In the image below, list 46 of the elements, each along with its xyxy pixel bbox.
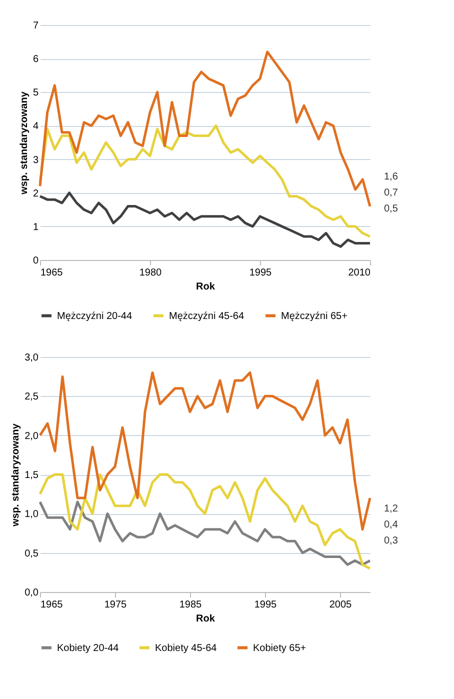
line-series	[38, 500, 372, 566]
line-series	[38, 192, 372, 248]
text: 1,6	[384, 171, 398, 182]
x-tick-label: 1995	[249, 268, 272, 278]
x-axis-title: Rok	[196, 614, 216, 624]
y-tick-label: 5	[32, 88, 39, 99]
y-tick-label: 2,5	[24, 392, 39, 403]
text: 0,7	[384, 187, 398, 198]
y-tick-label: 6	[32, 54, 39, 66]
y-tick-label: 3	[32, 154, 39, 166]
x-axis-title: Rok	[196, 282, 216, 292]
y-tick-label: 2	[32, 188, 39, 200]
y-tick-label: 1	[32, 222, 39, 233]
y-tick-label: 1,5	[24, 470, 39, 481]
legend-label: Mężczyźni 45-64	[169, 310, 244, 322]
text: 0,4	[384, 519, 398, 530]
y-tick-label: 1,0	[24, 509, 39, 520]
y-tick-label: 0	[32, 256, 39, 266]
y-axis-title: wsp. standaryzowany	[18, 91, 30, 196]
legend-label: Kobiety 20-44	[57, 642, 120, 654]
y-tick-label: 7	[32, 20, 39, 32]
text: 0,3	[384, 535, 398, 546]
line-series	[38, 473, 372, 570]
legend-label: Kobiety 65+	[253, 642, 306, 654]
y-tick-label: 2,0	[24, 430, 39, 442]
x-tick-label: 1975	[104, 600, 128, 610]
x-tick-label: 1965	[40, 600, 64, 610]
text: 0,5	[384, 203, 398, 214]
y-tick-label: 3,0	[24, 352, 39, 364]
x-tick-label: 2010	[348, 268, 371, 278]
legend-label: Mężczyźni 65+	[281, 310, 348, 322]
x-tick-label: 1995	[254, 600, 278, 610]
line-series	[38, 50, 372, 208]
x-tick-label: 2005	[329, 600, 352, 610]
legend-label: Kobiety 45-64	[155, 642, 218, 654]
x-tick-label: 1985	[179, 600, 202, 610]
legend-label: Mężczyźni 20-44	[57, 310, 132, 322]
x-tick-label: 1980	[139, 268, 162, 278]
y-tick-label: 0,5	[24, 548, 39, 560]
line-series	[38, 371, 372, 531]
line-series	[38, 124, 372, 238]
text: 1,2	[384, 503, 398, 514]
y-axis-title: wsp. standaryzowany	[10, 423, 22, 528]
y-tick-label: 4	[32, 121, 39, 132]
y-tick-label: 0,0	[24, 588, 39, 598]
x-tick-label: 1965	[40, 268, 64, 278]
